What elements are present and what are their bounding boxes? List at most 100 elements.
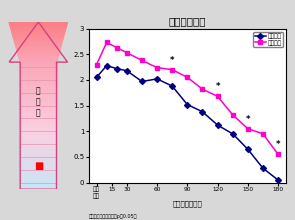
Bar <box>20 97 57 99</box>
Bar <box>20 137 57 138</box>
Polygon shape <box>18 54 59 55</box>
Bar <box>20 80 57 81</box>
Bar <box>20 151 57 153</box>
Bar <box>20 83 57 84</box>
Bar <box>20 164 57 165</box>
Bar <box>20 107 57 108</box>
Polygon shape <box>19 59 57 61</box>
Bar <box>20 178 57 180</box>
対照食品 <box>201 110 204 113</box>
Bar <box>20 134 57 135</box>
対照食品 <box>105 64 109 67</box>
Polygon shape <box>14 38 63 39</box>
試験食品 <box>115 46 119 49</box>
Bar <box>20 119 57 121</box>
Bar <box>20 99 57 100</box>
Bar <box>20 76 57 78</box>
Bar <box>20 70 57 72</box>
Bar <box>20 181 57 183</box>
Bar <box>20 169 57 170</box>
Bar <box>20 115 57 116</box>
試験食品 <box>140 59 144 62</box>
Text: ＊：群間有意差あり（p＜0.05）: ＊：群間有意差あり（p＜0.05） <box>88 214 137 219</box>
Bar <box>20 67 57 68</box>
Bar <box>20 84 57 86</box>
対照食品 <box>155 78 159 80</box>
X-axis label: 経過時間（分）: 経過時間（分） <box>173 200 202 207</box>
Bar <box>20 183 57 184</box>
Text: *: * <box>245 115 250 124</box>
Polygon shape <box>17 51 60 53</box>
Bar <box>20 121 57 123</box>
Bar <box>20 103 57 105</box>
Bar <box>20 148 57 150</box>
Bar <box>20 102 57 103</box>
Polygon shape <box>18 53 59 54</box>
Text: *: * <box>170 55 174 64</box>
Bar <box>20 154 57 156</box>
Bar <box>20 111 57 113</box>
Bar <box>20 105 57 107</box>
Bar <box>20 176 57 178</box>
Polygon shape <box>13 35 64 37</box>
Polygon shape <box>19 58 58 59</box>
Bar <box>20 141 57 143</box>
Bar <box>20 62 57 64</box>
Bar <box>20 124 57 126</box>
試験食品 <box>201 88 204 90</box>
Bar <box>20 65 57 67</box>
Bar <box>20 145 57 146</box>
Text: 満
腹
度: 満 腹 度 <box>36 87 41 118</box>
Bar <box>20 127 57 129</box>
対照食品 <box>186 103 189 106</box>
Bar <box>20 180 57 181</box>
Text: *: * <box>276 140 280 149</box>
Bar <box>20 91 57 92</box>
Bar <box>20 72 57 73</box>
Bar <box>20 95 57 97</box>
Bar <box>20 130 57 132</box>
対照食品 <box>276 179 280 181</box>
Bar <box>20 116 57 118</box>
Polygon shape <box>19 57 58 58</box>
試験食品 <box>155 66 159 69</box>
Legend: 対照食品, 試験食品: 対照食品, 試験食品 <box>253 31 283 47</box>
Line: 対照食品: 対照食品 <box>94 64 280 182</box>
Polygon shape <box>12 31 65 33</box>
Polygon shape <box>18 55 58 57</box>
Bar <box>20 161 57 162</box>
Bar <box>20 100 57 102</box>
Bar <box>20 94 57 95</box>
試験食品 <box>246 127 250 130</box>
対照食品 <box>171 85 174 87</box>
試験食品 <box>95 63 98 66</box>
Bar <box>20 81 57 83</box>
Bar <box>20 68 57 70</box>
Bar <box>20 146 57 148</box>
Polygon shape <box>13 37 63 38</box>
Bar <box>20 86 57 88</box>
Polygon shape <box>11 30 65 31</box>
Polygon shape <box>14 41 63 42</box>
Polygon shape <box>14 39 63 41</box>
Bar <box>20 75 57 76</box>
Polygon shape <box>10 26 66 27</box>
Bar <box>20 108 57 110</box>
Bar <box>20 173 57 175</box>
対照食品 <box>125 69 129 72</box>
Text: *: * <box>215 82 220 91</box>
Polygon shape <box>11 27 66 29</box>
Bar <box>20 175 57 176</box>
Bar <box>20 167 57 169</box>
Title: 満腹感の変化: 満腹感の変化 <box>168 16 206 26</box>
Polygon shape <box>10 25 67 26</box>
Bar <box>20 129 57 130</box>
試験食品 <box>216 95 219 98</box>
対照食品 <box>261 167 265 170</box>
Polygon shape <box>15 43 62 45</box>
Bar <box>20 123 57 124</box>
Bar <box>20 150 57 151</box>
対照食品 <box>95 76 98 79</box>
Bar <box>20 186 57 188</box>
Text: ■: ■ <box>34 161 43 171</box>
